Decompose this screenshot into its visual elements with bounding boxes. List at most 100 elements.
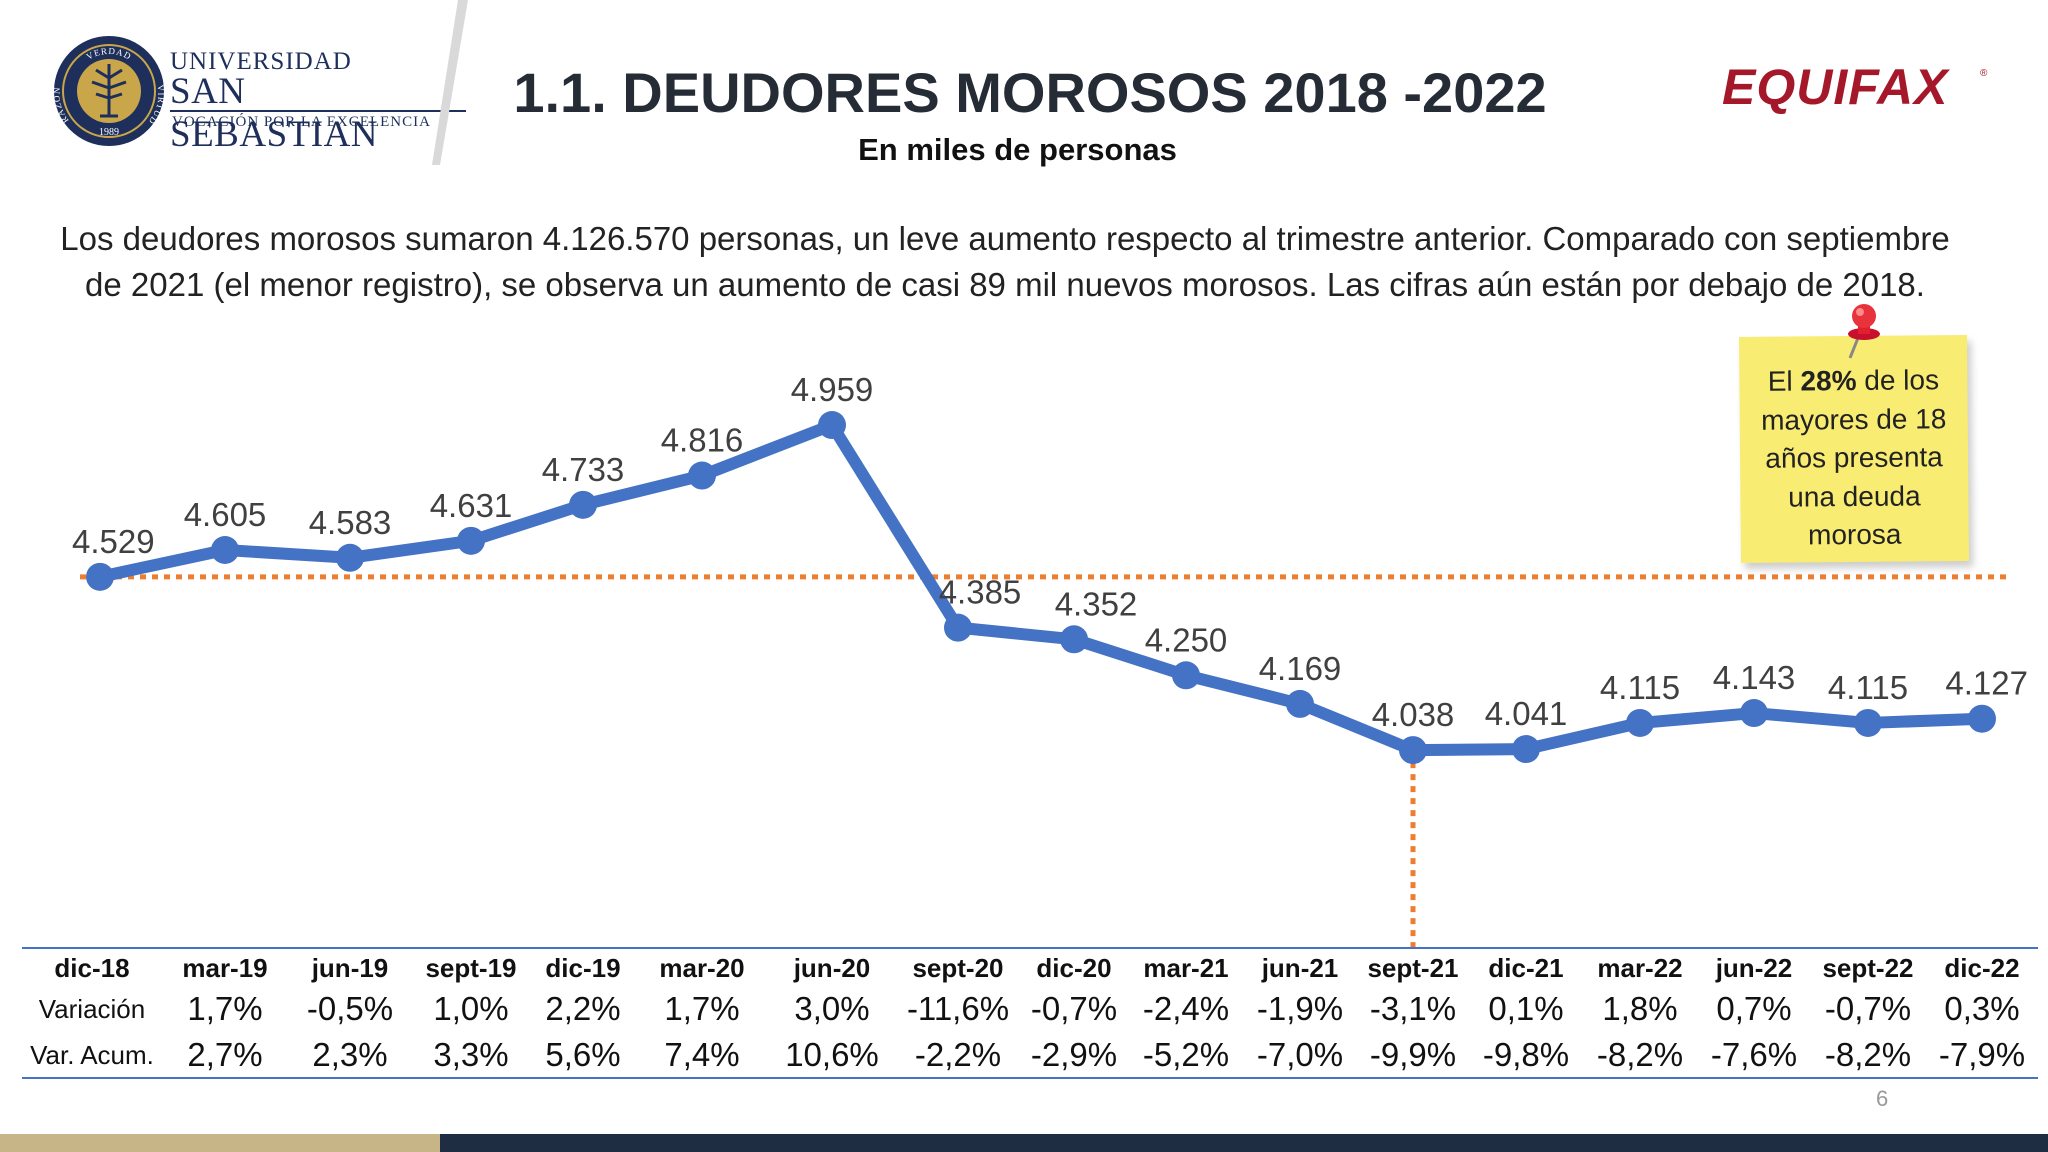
logo-text-line2: SAN SEBASTIAN [170, 71, 379, 155]
table-cell-variacion-dic-19: 2,2% [545, 990, 620, 1027]
table-header-dic-19: dic-19 [545, 953, 620, 983]
table-header-jun-21: jun-21 [1261, 953, 1339, 983]
seal-ring-top: VERDAD [85, 46, 133, 62]
data-label-mar-20: 4.816 [661, 422, 744, 459]
table-header-dic-22: dic-22 [1944, 953, 2019, 983]
pushpin-icon [1848, 304, 1880, 359]
table-cell-variacion-jun-21: -1,9% [1257, 990, 1343, 1027]
table-cell-variacion-dic-21: 0,1% [1488, 990, 1563, 1027]
table-header-sept-22: sept-22 [1822, 953, 1913, 983]
table-cell-var-acum-jun-21: -7,0% [1257, 1036, 1343, 1073]
data-label-dic-21: 4.041 [1485, 695, 1568, 732]
table-cell-var-acum-jun-19: 2,3% [312, 1036, 387, 1073]
logo-text-line1: UNIVERSIDAD [170, 48, 352, 75]
table-row-label-var-acum: Var. Acum. [30, 1040, 154, 1070]
data-point-mar-22 [1626, 708, 1654, 737]
data-label-mar-21: 4.250 [1145, 621, 1228, 658]
table-cell-variacion-jun-19: -0,5% [307, 990, 393, 1027]
footer-bar-navy [440, 1134, 2048, 1152]
table-cell-variacion-jun-20: 3,0% [794, 990, 869, 1027]
equifax-logo: EQUIFAX [1722, 59, 1949, 115]
data-point-mar-20 [688, 461, 716, 490]
data-label-jun-21: 4.169 [1259, 650, 1342, 687]
slide-subtitle: En miles de personas [858, 132, 1177, 167]
data-point-dic-21 [1512, 735, 1540, 764]
sticky-note: El 28% de los mayores de 18 años present… [1739, 335, 1969, 563]
data-label-mar-22: 4.115 [1600, 669, 1680, 706]
table-cell-variacion-sept-21: -3,1% [1370, 990, 1456, 1027]
table-header-dic-20: dic-20 [1036, 953, 1111, 983]
table-header-mar-21: mar-21 [1143, 953, 1228, 983]
sticky-note-highlight: 28% [1800, 364, 1857, 397]
table-cell-var-acum-dic-20: -2,9% [1031, 1036, 1117, 1073]
data-point-sept-21 [1399, 736, 1427, 765]
summary-text: Los deudores morosos sumaron 4.126.570 p… [60, 220, 1950, 303]
table-cell-variacion-mar-22: 1,8% [1602, 990, 1677, 1027]
table-header-jun-20: jun-20 [793, 953, 871, 983]
table-cell-var-acum-dic-19: 5,6% [545, 1036, 620, 1073]
data-label-jun-20: 4.959 [791, 371, 874, 408]
header-divider [432, 0, 468, 165]
table-cell-var-acum-jun-20: 10,6% [785, 1036, 879, 1073]
table-cell-variacion-jun-22: 0,7% [1716, 990, 1791, 1027]
data-label-dic-19: 4.733 [542, 451, 625, 488]
table-header-dic-21: dic-21 [1488, 953, 1563, 983]
table-cell-var-acum-mar-22: -8,2% [1597, 1036, 1683, 1073]
data-label-dic-20: 4.352 [1055, 585, 1138, 622]
data-label-dic-22: 4.127 [1945, 665, 2028, 702]
data-point-dic-18 [86, 562, 114, 591]
table-cell-variacion-mar-21: -2,4% [1143, 990, 1229, 1027]
data-point-dic-19 [569, 490, 597, 519]
data-label-sept-20: 4.385 [939, 574, 1022, 611]
data-point-sept-20 [944, 613, 972, 642]
data-label-sept-19: 4.631 [430, 487, 513, 524]
sticky-note-text: El 28% de los mayores de 18 años present… [1739, 361, 1969, 555]
data-label-mar-19: 4.605 [184, 496, 267, 533]
table-header-mar-22: mar-22 [1597, 953, 1682, 983]
table-cell-variacion-mar-20: 1,7% [664, 990, 739, 1027]
table-cell-var-acum-sept-22: -8,2% [1825, 1036, 1911, 1073]
data-label-jun-22: 4.143 [1713, 659, 1796, 696]
data-point-sept-19 [457, 526, 485, 555]
table-header-sept-20: sept-20 [912, 953, 1003, 983]
table-header-mar-19: mar-19 [182, 953, 267, 983]
data-point-mar-19 [211, 536, 239, 564]
table-header-sept-21: sept-21 [1367, 953, 1458, 983]
slide-title: 1.1. DEUDORES MOROSOS 2018 -2022 [513, 61, 1547, 124]
data-point-jun-22 [1740, 699, 1768, 728]
table-cell-var-acum-jun-22: -7,6% [1711, 1036, 1797, 1073]
page-number: 6 [1876, 1086, 1889, 1111]
table-cell-variacion-sept-20: -11,6% [907, 990, 1009, 1027]
table-cell-variacion-dic-22: 0,3% [1944, 990, 2019, 1027]
table-cell-variacion-sept-19: 1,0% [433, 990, 508, 1027]
equifax-registered-mark: ® [1980, 68, 1988, 79]
table-header-jun-19: jun-19 [311, 953, 389, 983]
logo-text-line3: VOCACIÓN POR LA EXCELENCIA [172, 114, 431, 130]
table-cell-var-acum-dic-21: -9,8% [1483, 1036, 1569, 1073]
data-label-jun-19: 4.583 [309, 504, 392, 541]
data-point-sept-22 [1854, 708, 1882, 737]
data-label-dic-18: 4.529 [72, 523, 155, 560]
table-cell-var-acum-sept-20: -2,2% [915, 1036, 1001, 1073]
table-header-mar-20: mar-20 [659, 953, 744, 983]
table-cell-var-acum-mar-20: 7,4% [664, 1036, 739, 1073]
table-cell-variacion-mar-19: 1,7% [187, 990, 262, 1027]
table-cell-var-acum-sept-21: -9,9% [1370, 1036, 1456, 1073]
data-point-jun-20 [818, 411, 846, 440]
university-seal-icon: VERDAD RAZÓN VIRTUD 1989 [52, 36, 165, 146]
table-cell-variacion-sept-22: -0,7% [1825, 990, 1911, 1027]
table-cell-var-acum-mar-21: -5,2% [1143, 1036, 1229, 1073]
table-cell-var-acum-sept-19: 3,3% [433, 1036, 508, 1073]
debtors-series-line [94, 419, 1988, 757]
table-header-sept-19: sept-19 [425, 953, 516, 983]
data-point-dic-20 [1060, 625, 1088, 654]
data-point-mar-21 [1172, 661, 1200, 690]
table-cell-var-acum-dic-22: -7,9% [1939, 1036, 2025, 1073]
svg-text:VERDAD: VERDAD [85, 46, 134, 62]
sticky-note-prefix: El [1767, 365, 1801, 397]
data-point-jun-19 [336, 543, 364, 572]
table-header-dic-18: dic-18 [54, 953, 129, 983]
footer-bar-gold [0, 1134, 440, 1152]
data-point-jun-21 [1286, 689, 1314, 718]
